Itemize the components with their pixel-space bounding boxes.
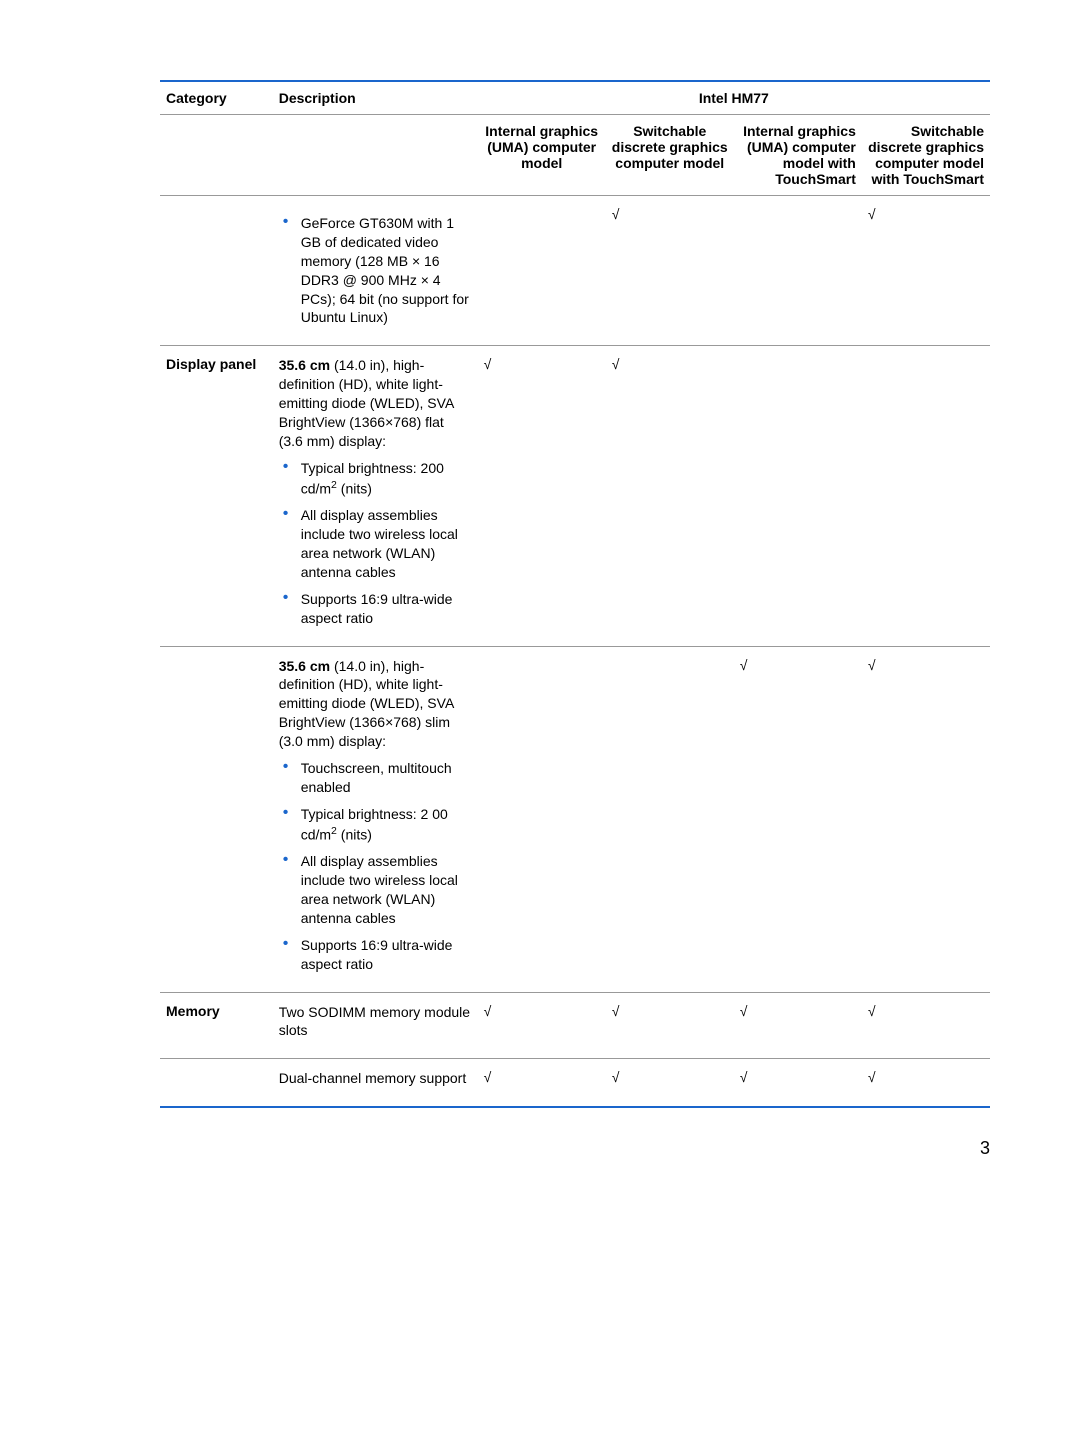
check-cell: √ [862, 992, 990, 1059]
description-cell: 35.6 cm (14.0 in), high-definition (HD),… [273, 646, 478, 992]
list-item: Typical brightness: 200 cd/m2 (nits) [279, 459, 472, 498]
bullet-list: GeForce GT630M with 1 GB of dedicated vi… [279, 214, 472, 327]
check-cell: √ [862, 1059, 990, 1107]
list-item: Typical brightness: 2 00 cd/m2 (nits) [279, 805, 472, 844]
category-cell [160, 646, 273, 992]
description-cell: 35.6 cm (14.0 in), high-definition (HD),… [273, 346, 478, 646]
spec-table: Category Description Intel HM77 Internal… [160, 80, 990, 1108]
check-cell [734, 196, 862, 346]
description-cell: GeForce GT630M with 1 GB of dedicated vi… [273, 196, 478, 346]
check-cell [734, 346, 862, 646]
list-item: All display assemblies include two wirel… [279, 852, 472, 928]
check-cell: √ [862, 196, 990, 346]
list-item: Touchscreen, multitouch enabled [279, 759, 472, 797]
description-cell: Two SODIMM memory module slots [273, 992, 478, 1059]
header-col2: Switchable discrete graphics computer mo… [606, 115, 734, 196]
check-cell: √ [606, 992, 734, 1059]
list-item: GeForce GT630M with 1 GB of dedicated vi… [279, 214, 472, 327]
check-cell [478, 196, 606, 346]
check-cell: √ [478, 1059, 606, 1107]
header-col4: Switchable discrete graphics computer mo… [862, 115, 990, 196]
check-cell: √ [862, 646, 990, 992]
check-cell: √ [606, 346, 734, 646]
header-chipset: Intel HM77 [478, 81, 990, 115]
table-row: Display panel35.6 cm (14.0 in), high-def… [160, 346, 990, 646]
header-col3: Internal graphics (UMA) computer model w… [734, 115, 862, 196]
check-cell [606, 646, 734, 992]
bullet-list: Touchscreen, multitouch enabled Typical b… [279, 759, 472, 974]
table-row: GeForce GT630M with 1 GB of dedicated vi… [160, 196, 990, 346]
list-item: Supports 16:9 ultra-wide aspect ratio [279, 936, 472, 974]
description-cell: Dual-channel memory support [273, 1059, 478, 1107]
check-cell: √ [734, 1059, 862, 1107]
list-item: All display assemblies include two wirel… [279, 506, 472, 582]
bullet-list: Typical brightness: 200 cd/m2 (nits) All … [279, 459, 472, 628]
check-cell: √ [734, 646, 862, 992]
check-cell: √ [606, 1059, 734, 1107]
table-row: 35.6 cm (14.0 in), high-definition (HD),… [160, 646, 990, 992]
check-cell [478, 646, 606, 992]
check-cell: √ [478, 992, 606, 1059]
category-cell: Display panel [160, 346, 273, 646]
check-cell: √ [734, 992, 862, 1059]
check-cell: √ [478, 346, 606, 646]
page-number: 3 [160, 1138, 990, 1159]
list-item: Supports 16:9 ultra-wide aspect ratio [279, 590, 472, 628]
category-cell [160, 196, 273, 346]
table-row: Dual-channel memory support√√√√ [160, 1059, 990, 1107]
category-cell [160, 1059, 273, 1107]
category-cell: Memory [160, 992, 273, 1059]
header-col1: Internal graphics (UMA) computer model [478, 115, 606, 196]
header-category: Category [160, 81, 273, 115]
check-cell: √ [606, 196, 734, 346]
header-description: Description [273, 81, 478, 115]
check-cell [862, 346, 990, 646]
table-row: MemoryTwo SODIMM memory module slots√√√√ [160, 992, 990, 1059]
